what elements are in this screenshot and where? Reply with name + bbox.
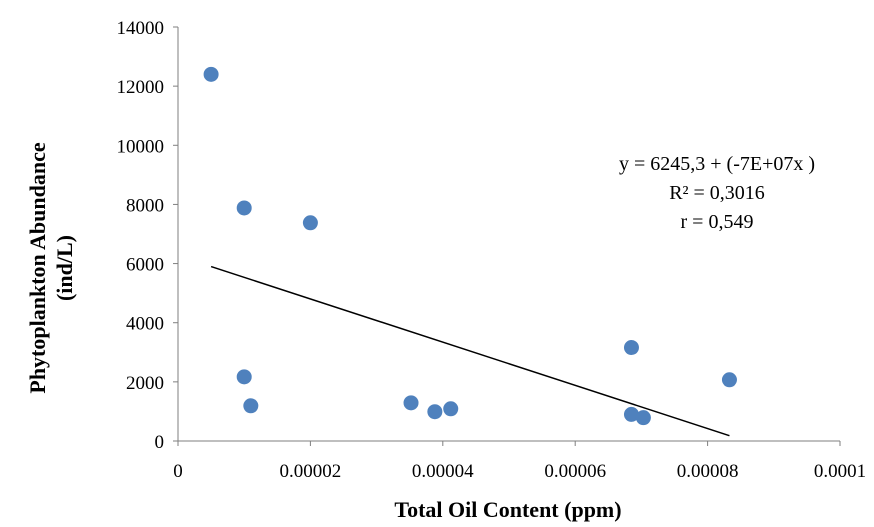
- y-axis-ticks: 0 2000 4000 6000 8000 10000 12000 14000: [117, 18, 178, 453]
- data-point: [443, 401, 459, 417]
- x-tick-label: 0.00006: [544, 461, 606, 482]
- x-tick-label: 0.00004: [412, 461, 474, 482]
- data-point: [721, 372, 737, 388]
- y-tick-label: 14000: [117, 18, 165, 39]
- y-tick-label: 8000: [126, 195, 164, 216]
- y-tick-label: 10000: [117, 136, 165, 157]
- regression-annotation: y = 6245,3 + (-7E+07x ) R² = 0,3016 r = …: [619, 153, 815, 233]
- y-axis-title-line-2: (ind/L): [52, 235, 77, 301]
- y-axis-title-line-1: Phytoplankton Abundance: [25, 142, 50, 393]
- y-tick-label: 2000: [126, 373, 164, 394]
- data-point: [302, 215, 318, 231]
- regression-equation: y = 6245,3 + (-7E+07x ): [619, 153, 815, 175]
- data-point: [243, 398, 259, 414]
- x-tick-label: 0.00002: [280, 461, 342, 482]
- trendline: [210, 265, 730, 437]
- y-tick-label: 4000: [126, 314, 164, 335]
- data-points: [203, 66, 737, 426]
- x-tick-label: 0: [173, 461, 183, 482]
- data-point: [635, 410, 651, 426]
- data-point: [236, 369, 252, 385]
- r-value-label: r = 0,549: [681, 211, 754, 233]
- x-tick-label: 0.0001: [814, 461, 866, 482]
- data-point: [203, 66, 219, 82]
- x-tick-label: 0.00008: [677, 461, 739, 482]
- x-axis-title: Total Oil Content (ppm): [394, 497, 621, 522]
- chart-axes: [177, 27, 840, 442]
- data-point: [623, 340, 639, 356]
- y-tick-label: 6000: [126, 255, 164, 276]
- data-point: [236, 200, 252, 216]
- data-point: [403, 395, 419, 411]
- trendline-group: [210, 265, 730, 437]
- r-squared-label: R² = 0,3016: [669, 182, 765, 204]
- y-tick-label: 12000: [117, 77, 165, 98]
- data-point: [623, 406, 639, 422]
- x-axis-ticks: 0 0.00002 0.00004 0.00006 0.00008 0.0001: [173, 441, 866, 482]
- data-point: [427, 404, 443, 420]
- y-tick-label: 0: [155, 432, 165, 453]
